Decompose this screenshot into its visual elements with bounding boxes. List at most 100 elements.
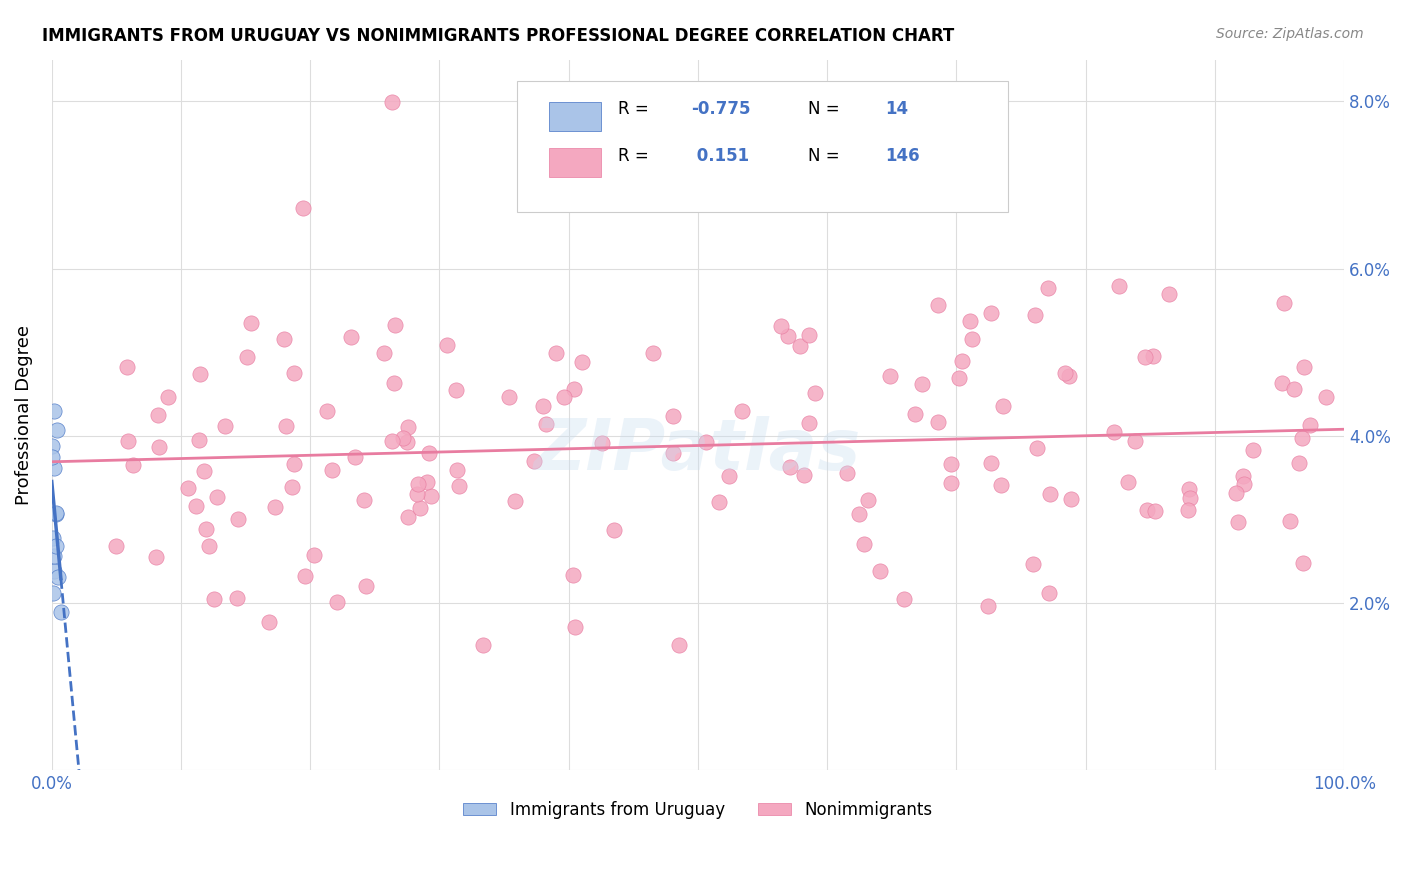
Point — [198, 539, 221, 553]
Point — [1315, 391, 1337, 405]
Point — [353, 493, 375, 508]
Point — [553, 390, 575, 404]
Text: N =: N = — [808, 100, 845, 119]
Point — [991, 399, 1014, 413]
Point — [948, 370, 970, 384]
Point — [1292, 359, 1315, 374]
Point — [283, 457, 305, 471]
Point — [927, 415, 949, 429]
Point — [503, 494, 526, 508]
Point — [392, 432, 415, 446]
Point — [304, 549, 326, 563]
Point — [145, 550, 167, 565]
Point — [950, 354, 973, 368]
Point — [927, 297, 949, 311]
Point — [146, 408, 169, 422]
Point — [42, 549, 65, 564]
Point — [1178, 482, 1201, 496]
Point — [1036, 281, 1059, 295]
Point — [662, 446, 685, 460]
Point — [793, 468, 815, 483]
FancyBboxPatch shape — [550, 148, 600, 177]
Point — [641, 346, 664, 360]
Point — [373, 346, 395, 360]
Point — [115, 360, 138, 375]
Point — [395, 434, 418, 449]
Text: R =: R = — [617, 100, 654, 119]
Point — [562, 382, 585, 396]
Point — [420, 489, 443, 503]
Point — [45, 506, 67, 520]
Point — [188, 367, 211, 381]
Point — [45, 539, 67, 553]
Point — [980, 457, 1002, 471]
Point — [546, 345, 568, 359]
Point — [893, 592, 915, 607]
Point — [1053, 366, 1076, 380]
Point — [294, 568, 316, 582]
Point — [339, 330, 361, 344]
FancyBboxPatch shape — [550, 103, 600, 130]
Point — [534, 417, 557, 432]
Point — [41, 450, 63, 465]
Point — [239, 316, 262, 330]
Legend: Immigrants from Uruguay, Nonimmigrants: Immigrants from Uruguay, Nonimmigrants — [457, 794, 939, 826]
Point — [405, 486, 427, 500]
Point — [316, 404, 339, 418]
Point — [1271, 376, 1294, 390]
Point — [1278, 514, 1301, 528]
Point — [1136, 503, 1159, 517]
Point — [384, 318, 406, 332]
Point — [236, 350, 259, 364]
Point — [1292, 556, 1315, 570]
Text: 146: 146 — [886, 146, 920, 164]
Point — [226, 591, 249, 605]
Point — [1039, 486, 1062, 500]
Point — [776, 329, 799, 343]
Point — [1177, 503, 1199, 517]
Point — [911, 377, 934, 392]
Point — [205, 490, 228, 504]
Point — [41, 439, 63, 453]
Point — [121, 458, 143, 473]
Point — [381, 434, 404, 449]
Point — [471, 638, 494, 652]
Point — [1232, 468, 1254, 483]
Point — [396, 419, 419, 434]
Point — [105, 539, 128, 553]
Point — [446, 463, 468, 477]
Point — [770, 319, 793, 334]
Point — [662, 409, 685, 423]
Point — [730, 404, 752, 418]
Point — [939, 457, 962, 471]
Point — [837, 467, 859, 481]
Text: IMMIGRANTS FROM URUGUAY VS NONIMMIGRANTS PROFESSIONAL DEGREE CORRELATION CHART: IMMIGRANTS FROM URUGUAY VS NONIMMIGRANTS… — [42, 27, 955, 45]
Point — [980, 305, 1002, 319]
Point — [1282, 382, 1305, 396]
Point — [960, 332, 983, 346]
Point — [382, 376, 405, 390]
Point — [1288, 456, 1310, 470]
Point — [941, 476, 963, 491]
Point — [853, 537, 876, 551]
Point — [45, 507, 67, 521]
Point — [856, 493, 879, 508]
Point — [498, 390, 520, 404]
Point — [1108, 278, 1130, 293]
Point — [177, 481, 200, 495]
Point — [381, 95, 404, 109]
Point — [44, 564, 66, 578]
Point — [263, 500, 285, 515]
Point — [1025, 442, 1047, 456]
Point — [273, 332, 295, 346]
Point — [1180, 491, 1202, 505]
Point — [446, 383, 468, 397]
Point — [1104, 425, 1126, 440]
Point — [695, 435, 717, 450]
Point — [564, 620, 586, 634]
Point — [990, 478, 1012, 492]
Point — [591, 435, 613, 450]
Point — [1226, 515, 1249, 529]
Point — [1157, 286, 1180, 301]
Point — [41, 531, 63, 545]
